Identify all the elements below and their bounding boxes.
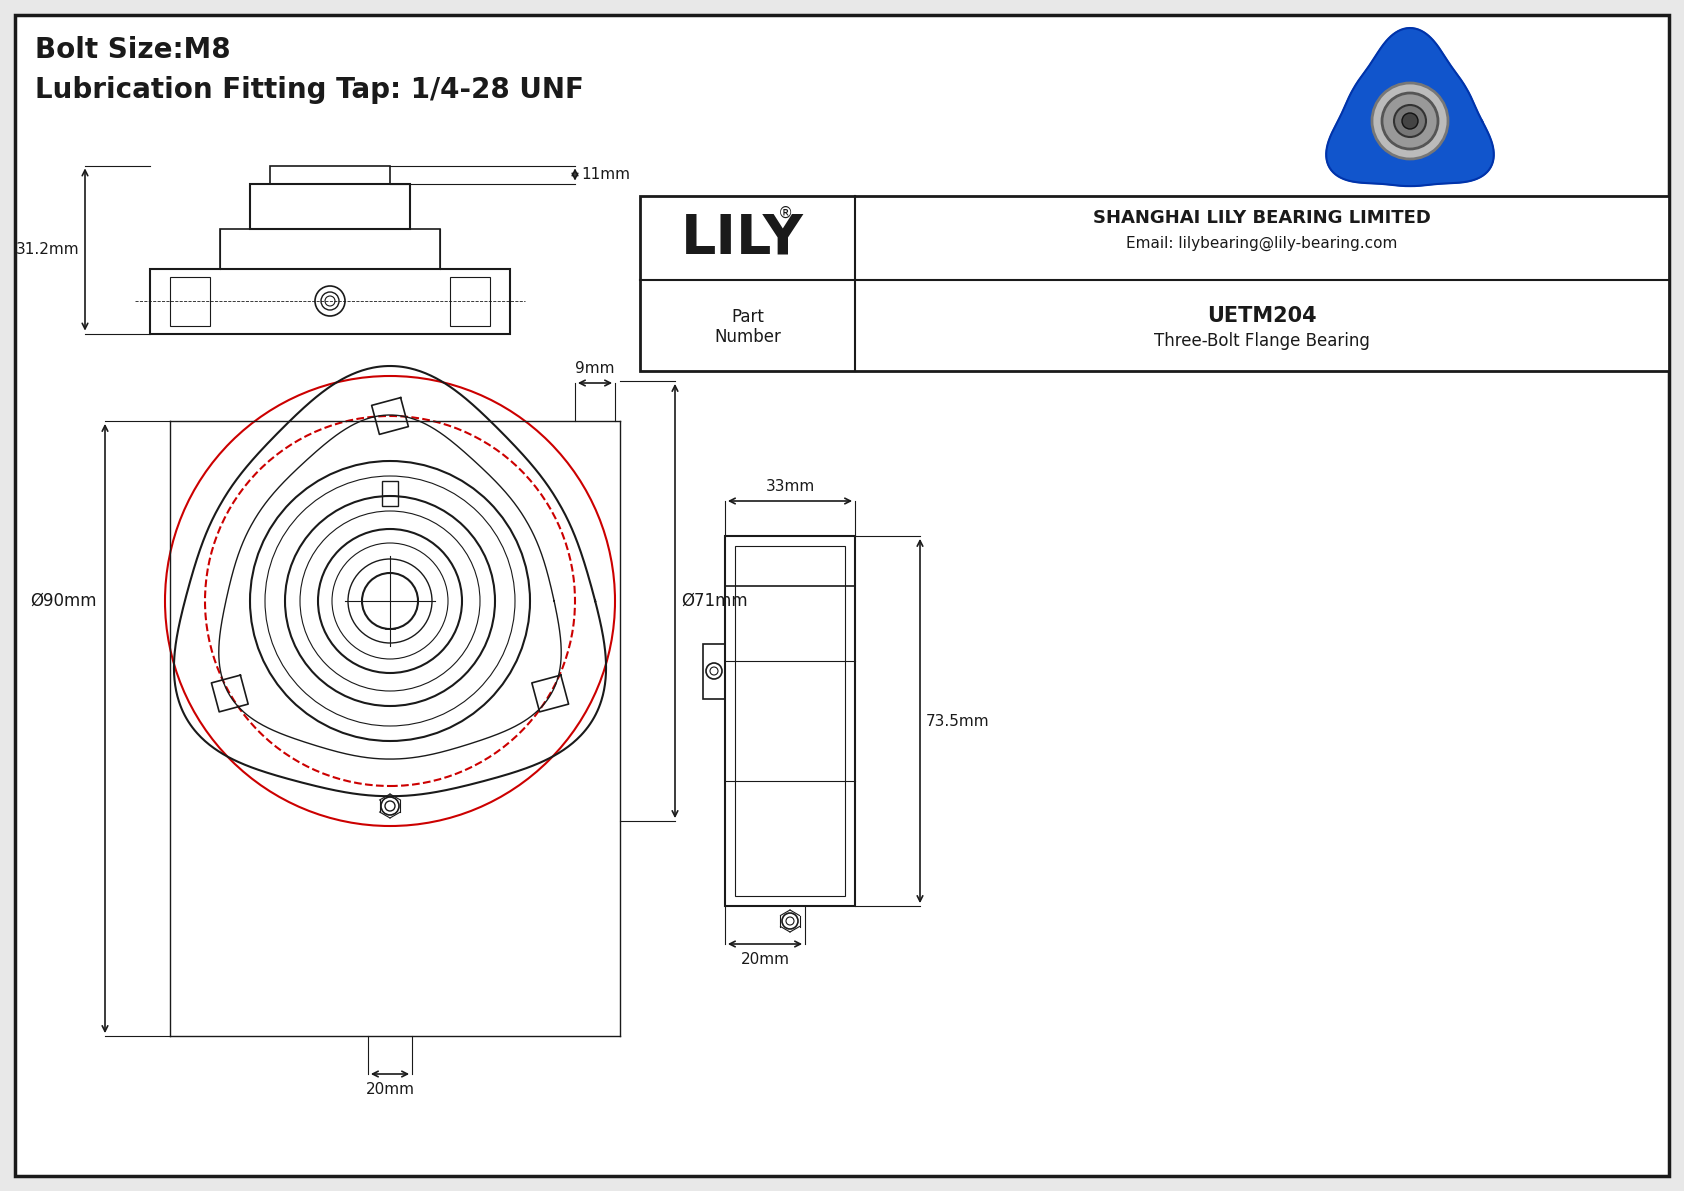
Text: ®: ®	[778, 206, 793, 220]
Bar	[249, 183, 409, 229]
Bar	[726, 536, 855, 906]
Text: Three-Bolt Flange Bearing: Three-Bolt Flange Bearing	[1154, 331, 1371, 349]
Text: Lubrication Fitting Tap: 1/4-28 UNF: Lubrication Fitting Tap: 1/4-28 UNF	[35, 76, 584, 104]
Text: Number: Number	[714, 329, 781, 347]
Text: Ø90mm: Ø90mm	[30, 592, 98, 610]
Bar	[702, 643, 726, 698]
Circle shape	[1372, 83, 1448, 160]
Text: SHANGHAI LILY BEARING LIMITED: SHANGHAI LILY BEARING LIMITED	[1093, 208, 1431, 227]
Bar	[269, 166, 391, 183]
Text: Bolt Size:M8: Bolt Size:M8	[35, 36, 231, 64]
Circle shape	[1383, 93, 1438, 149]
Text: LILY: LILY	[680, 211, 803, 266]
Text: 31.2mm: 31.2mm	[15, 242, 79, 257]
Text: 9mm: 9mm	[576, 361, 615, 376]
Bar	[640, 197, 1669, 372]
Text: Ø71mm: Ø71mm	[680, 592, 748, 610]
Text: 33mm: 33mm	[765, 479, 815, 494]
Bar	[150, 268, 510, 333]
Circle shape	[1394, 105, 1426, 137]
Bar	[221, 229, 440, 268]
Text: Email: lilybearing@lily-bearing.com: Email: lilybearing@lily-bearing.com	[1127, 236, 1398, 250]
Text: 20mm: 20mm	[741, 952, 790, 967]
Bar	[450, 276, 490, 325]
Bar	[734, 545, 845, 896]
Bar	[726, 536, 855, 586]
Text: UETM204: UETM204	[1207, 306, 1317, 325]
Text: 11mm: 11mm	[581, 167, 630, 182]
Text: 20mm: 20mm	[365, 1081, 414, 1097]
Bar	[170, 276, 210, 325]
Polygon shape	[1327, 29, 1494, 186]
Circle shape	[1403, 113, 1418, 129]
Text: Part: Part	[731, 308, 765, 326]
Text: 73.5mm: 73.5mm	[926, 713, 990, 729]
Bar	[382, 481, 397, 506]
